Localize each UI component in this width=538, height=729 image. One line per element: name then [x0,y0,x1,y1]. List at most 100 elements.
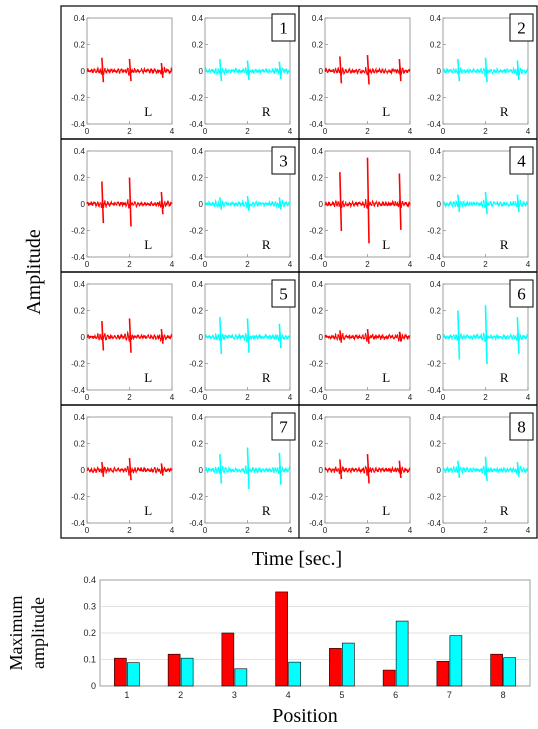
x-tick-label: 2 [365,260,370,269]
waveform-spike [484,57,488,83]
y-tick-label: 0 [81,333,86,342]
x-tick-label: 2 [245,526,250,535]
waveform-spike [457,194,461,212]
position-number-box [509,412,534,441]
y-tick-label: -0.4 [189,386,203,395]
channel-label: L [144,104,152,119]
bar-x-tick-label: 7 [447,690,452,700]
y-tick-label: 0 [437,333,442,342]
waveform-spike [128,458,132,481]
y-tick-label: -0.2 [309,227,323,236]
x-tick-label: 0 [203,393,208,402]
y-tick-label: -0.2 [427,94,441,103]
position-number: 8 [517,418,526,437]
x-tick-label: 0 [323,526,328,535]
waveform-spike [484,305,488,365]
y-tick-label: 0.2 [192,307,204,316]
position-number: 2 [517,19,526,38]
waveform-spike [457,460,461,478]
y-tick-label: 0.2 [74,307,86,316]
y-tick-label: 0.4 [430,280,442,289]
position-number-box [271,279,296,308]
y-tick-label: 0 [199,67,204,76]
waveform-spike [516,317,520,354]
bar-x-tick-label: 4 [286,690,291,700]
position-number-box [271,13,296,42]
y-tick-label: -0.2 [427,493,441,502]
y-tick-label: 0.2 [74,174,86,183]
y-tick-label: -0.2 [309,94,323,103]
position-number: 1 [279,19,288,38]
position-number: 7 [279,418,288,437]
position-number-box [509,13,534,42]
waveform-spike [246,447,250,490]
y-tick-label: 0 [319,67,324,76]
x-tick-label: 2 [365,127,370,136]
position-number: 3 [279,152,288,171]
waveform-spike [160,192,164,215]
waveform-spike [457,59,461,82]
y-tick-label: -0.4 [71,120,85,129]
channel-label: R [262,503,271,518]
channel-label: L [382,503,390,518]
x-tick-label: 0 [85,393,90,402]
x-tick-label: 2 [245,260,250,269]
waveform-line [442,465,529,477]
waveform-line [324,197,411,209]
y-tick-label: 0 [319,200,324,209]
channel-label: R [262,104,271,119]
bar [449,635,463,687]
channel-label: R [500,503,509,518]
bar-x-tick-label: 3 [232,690,237,700]
y-tick-label: 0.4 [312,14,324,23]
y-tick-label: -0.4 [71,253,85,262]
waveform-spike [219,317,223,354]
position-number-box [271,412,296,441]
bar [342,642,355,687]
waveform-line [86,464,173,476]
y-tick-label: 0.2 [430,440,442,449]
bar [221,632,235,687]
y-tick-label: 0.2 [74,440,86,449]
y-tick-label: -0.2 [71,94,85,103]
position-number: 4 [517,152,526,171]
bar [234,668,248,687]
x-tick-label: 2 [483,526,488,535]
channel-label: L [144,370,152,385]
x-tick-label: 0 [203,127,208,136]
bar-y-tick-label: 0.1 [83,655,96,665]
bar [382,669,396,687]
waveform-spike [160,328,164,344]
y-tick-label: 0 [319,466,324,475]
x-tick-label: 4 [408,127,413,136]
waveform-line [86,66,173,76]
y-tick-label: -0.4 [427,386,441,395]
waveform-spike [219,59,223,82]
position-number-box [509,146,534,175]
waveform-spike [219,454,223,484]
y-tick-label: 0.2 [430,41,442,50]
y-tick-label: 0.4 [430,14,442,23]
x-tick-label: 4 [408,260,413,269]
position-number: 6 [517,285,526,304]
x-tick-label: 4 [526,526,531,535]
bar [167,653,181,687]
y-tick-label: 0 [437,67,442,76]
x-tick-label: 0 [203,260,208,269]
x-tick-label: 0 [441,260,446,269]
x-tick-label: 4 [526,260,531,269]
x-tick-label: 2 [483,127,488,136]
x-tick-label: 2 [127,127,132,136]
y-tick-label: 0.4 [312,147,324,156]
bar [180,657,194,687]
y-tick-label: -0.4 [309,519,323,528]
y-tick-label: -0.2 [427,227,441,236]
waveform-spike [246,60,250,81]
waveform-line [442,332,529,343]
y-tick-label: 0 [81,466,86,475]
x-tick-label: 4 [170,526,175,535]
waveform-spike [398,460,402,478]
waveform-spike [516,60,520,81]
